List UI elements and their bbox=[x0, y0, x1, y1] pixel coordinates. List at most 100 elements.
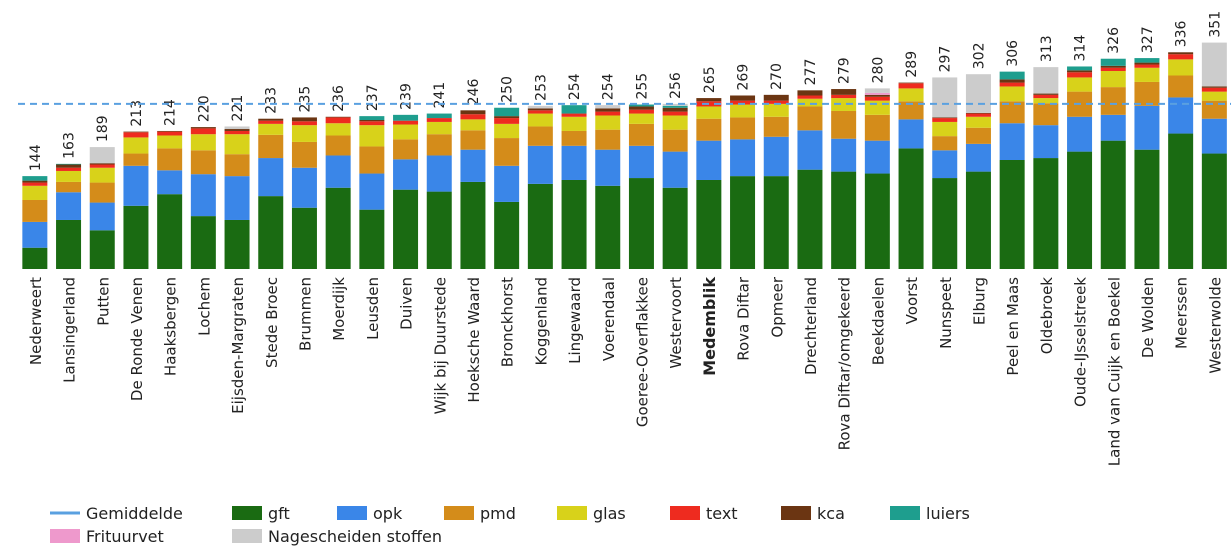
bar-segment bbox=[965, 74, 991, 113]
total-label: 221 bbox=[230, 95, 246, 122]
bar-segment bbox=[494, 116, 520, 119]
bar-segment bbox=[864, 94, 890, 97]
bar-segment bbox=[494, 107, 520, 117]
bar-segment bbox=[965, 113, 991, 117]
x-tick-label: De Wolden bbox=[1139, 277, 1157, 358]
x-tick-label: Brummen bbox=[296, 277, 314, 351]
bar-segment bbox=[1100, 67, 1126, 71]
bar-segment bbox=[696, 179, 722, 269]
bar-segment bbox=[460, 119, 486, 131]
legend-swatch bbox=[444, 506, 474, 520]
bar-segment bbox=[763, 94, 789, 101]
bar-segment bbox=[426, 113, 452, 119]
x-tick-label: Meerssen bbox=[1173, 277, 1191, 349]
bar-segment bbox=[932, 118, 958, 122]
bar-segment bbox=[1134, 105, 1160, 150]
total-label: 144 bbox=[28, 144, 44, 171]
bar-segment bbox=[359, 121, 385, 126]
x-tick-label: Hoeksche Waard bbox=[465, 277, 483, 403]
legend-swatch bbox=[337, 506, 367, 520]
bar-segment bbox=[662, 105, 688, 108]
bar-segment bbox=[224, 154, 250, 177]
bar-segment bbox=[999, 71, 1025, 80]
bar-segment bbox=[628, 123, 654, 146]
bar-segment bbox=[123, 165, 149, 206]
bar-segment bbox=[864, 88, 890, 93]
total-label: 241 bbox=[432, 82, 448, 109]
bar-segment bbox=[393, 114, 419, 121]
bar-segment bbox=[662, 103, 688, 106]
bar-segment bbox=[460, 130, 486, 150]
bar-segment bbox=[898, 119, 924, 149]
bar-segment bbox=[864, 92, 890, 95]
x-tick-label: Lansingerland bbox=[61, 277, 79, 383]
total-label: 270 bbox=[769, 63, 785, 90]
bar-segment bbox=[22, 182, 48, 186]
bar-segment bbox=[22, 176, 48, 181]
bar-segment bbox=[22, 199, 48, 222]
total-label: 269 bbox=[736, 64, 752, 91]
legend-swatch bbox=[890, 506, 920, 520]
total-label: 255 bbox=[634, 73, 650, 100]
bar-segment bbox=[628, 113, 654, 124]
bar-segment bbox=[291, 141, 317, 168]
bar-segment bbox=[1067, 72, 1093, 78]
bar-segment bbox=[595, 129, 621, 150]
bar-segment bbox=[965, 116, 991, 128]
total-label: 233 bbox=[264, 87, 280, 114]
legend-label: glas bbox=[593, 504, 626, 523]
bar-segment bbox=[831, 98, 857, 111]
bar-segment bbox=[527, 126, 553, 146]
total-label: 236 bbox=[331, 85, 347, 112]
bar-segment bbox=[22, 180, 48, 183]
bar-segment bbox=[1067, 70, 1093, 73]
bar-segment bbox=[1100, 140, 1126, 269]
bar-segment bbox=[1134, 64, 1160, 68]
bar-segment bbox=[1168, 59, 1194, 76]
bar-segment bbox=[460, 114, 486, 120]
bar-segment bbox=[1201, 100, 1227, 119]
bar-segment bbox=[595, 105, 621, 109]
bar-segment bbox=[932, 136, 958, 151]
bar-segment bbox=[123, 131, 149, 133]
bar-segment bbox=[258, 158, 284, 197]
bar-segment bbox=[965, 112, 991, 114]
bar-segment bbox=[527, 113, 553, 127]
bar-segment bbox=[595, 149, 621, 186]
bar-segment bbox=[190, 127, 216, 129]
bar-segment bbox=[696, 106, 722, 119]
bar-segment bbox=[1033, 67, 1059, 94]
bar-segment bbox=[763, 136, 789, 177]
bar-segment bbox=[325, 135, 351, 156]
bar-segment bbox=[831, 171, 857, 269]
bar-segment bbox=[561, 130, 587, 146]
total-label: 297 bbox=[938, 46, 954, 73]
x-tick-label: Eijsden-Margraten bbox=[229, 277, 247, 414]
bar-segment bbox=[898, 83, 924, 89]
bar-segment bbox=[527, 105, 553, 109]
bar-segment bbox=[561, 179, 587, 269]
legend-swatch bbox=[670, 506, 700, 520]
bar-segment bbox=[224, 129, 250, 131]
total-label: 163 bbox=[62, 132, 78, 159]
bar-segment bbox=[123, 132, 149, 138]
bar-segment bbox=[494, 138, 520, 166]
bar-segment bbox=[561, 105, 587, 114]
total-label: 314 bbox=[1073, 35, 1089, 62]
bar-segment bbox=[157, 135, 183, 149]
bar-segment bbox=[1033, 125, 1059, 159]
bar-segment bbox=[426, 118, 452, 122]
bar-segment bbox=[1168, 52, 1194, 55]
bar-segment bbox=[730, 100, 756, 105]
bar-segment bbox=[56, 163, 82, 165]
bar-segment bbox=[460, 181, 486, 269]
bar-segment bbox=[595, 111, 621, 116]
bar-segment bbox=[359, 116, 385, 121]
bar-segment bbox=[56, 192, 82, 220]
legend-swatch bbox=[232, 529, 262, 543]
bar-segment bbox=[831, 94, 857, 99]
bar-segment bbox=[359, 209, 385, 269]
bar-segment bbox=[123, 153, 149, 166]
total-label: 214 bbox=[163, 99, 179, 126]
bar-segment bbox=[1201, 87, 1227, 92]
